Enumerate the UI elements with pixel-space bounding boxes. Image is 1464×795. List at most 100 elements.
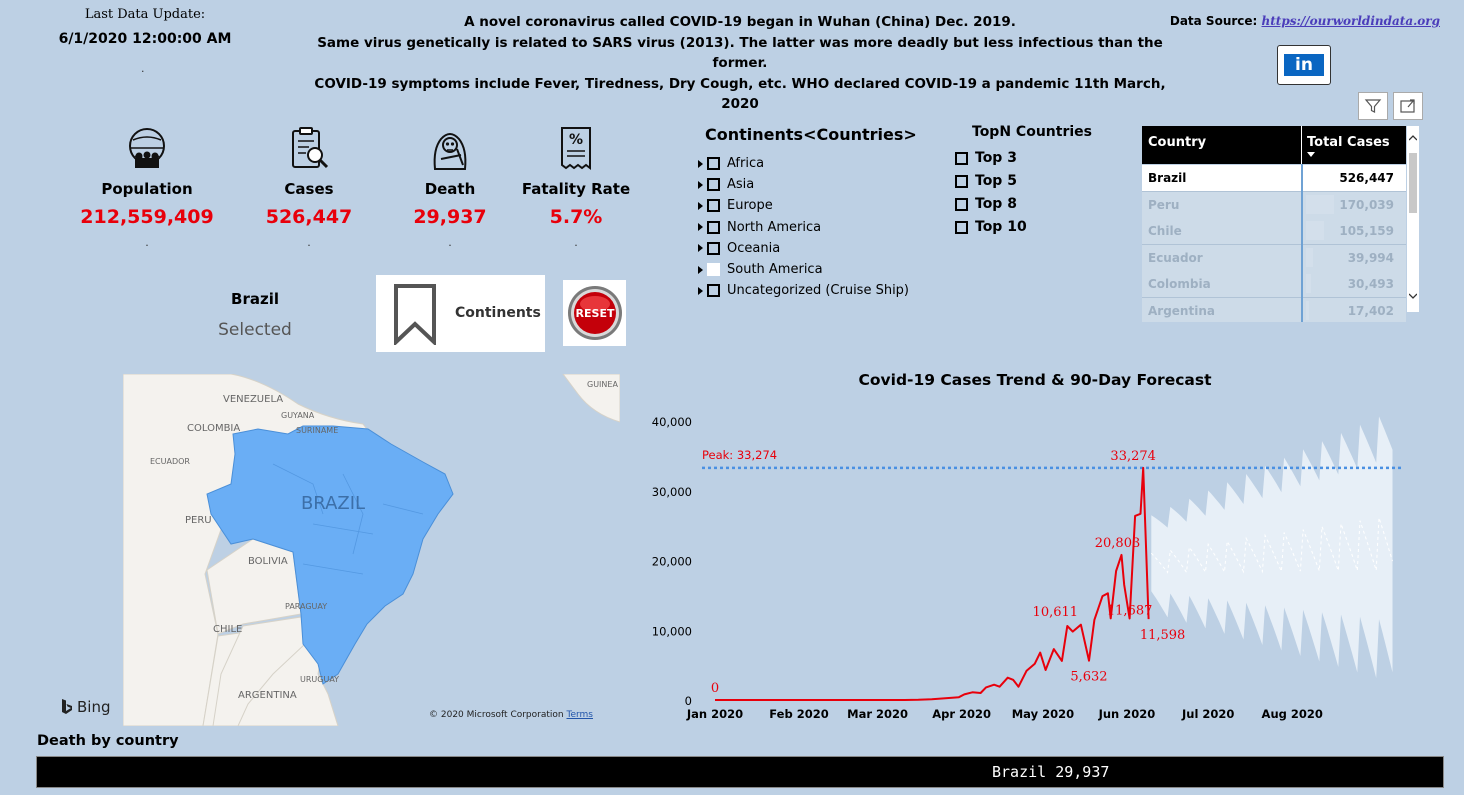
continent-item[interactable]: Oceania (698, 238, 780, 259)
focus-mode-button[interactable] (1393, 92, 1423, 120)
data-bar (1306, 168, 1394, 187)
checkbox[interactable] (707, 199, 720, 213)
topn-item[interactable]: Top 5 (955, 173, 1017, 189)
table-header-total-cases[interactable]: Total Cases (1307, 135, 1390, 150)
kpi-fatality-label: Fatality Rate (521, 180, 631, 198)
table-row[interactable]: Peru 170,039 (1142, 191, 1406, 219)
checkbox[interactable] (955, 197, 968, 211)
data-source-label: Data Source: (1169, 14, 1258, 28)
expand-icon[interactable] (698, 159, 703, 168)
map-copyright-text: © 2020 Microsoft Corporation (429, 710, 564, 720)
table-row[interactable]: Chile 105,159 (1142, 218, 1406, 246)
scroll-up-icon[interactable] (1409, 135, 1417, 141)
checkbox[interactable] (955, 220, 968, 234)
continent-label: Uncategorized (Cruise Ship) (727, 283, 910, 299)
expand-icon[interactable] (698, 223, 703, 232)
kpi-fatality-rate: % Fatality Rate 5.7% . (506, 122, 646, 249)
table-cell-country: Brazil (1148, 171, 1187, 185)
filter-button[interactable] (1358, 92, 1388, 120)
data-label: 20,803 (1095, 536, 1141, 551)
map-label-guyana: GUYANA (281, 411, 315, 420)
forecast-band (1151, 416, 1393, 678)
table-header-country[interactable]: Country (1148, 135, 1207, 150)
table-row[interactable]: Brazil 526,447 (1142, 165, 1406, 192)
map-label-bolivia: BOLIVIA (248, 556, 288, 567)
topn-item[interactable]: Top 3 (955, 150, 1017, 166)
continent-item[interactable]: Uncategorized (Cruise Ship) (698, 280, 909, 301)
map-terms-link[interactable]: Terms (566, 710, 593, 720)
table-row[interactable]: Ecuador 39,994 (1142, 244, 1406, 272)
map-label-colombia: COLOMBIA (187, 423, 240, 434)
topn-label: Top 5 (975, 173, 1017, 189)
topn-item[interactable]: Top 8 (955, 196, 1017, 212)
table-scrollbar[interactable] (1407, 126, 1419, 312)
reset-button[interactable]: RESET (563, 280, 626, 346)
table-cell-cases: 39,994 (1347, 250, 1394, 265)
scroll-down-icon[interactable] (1409, 293, 1417, 299)
table-row[interactable]: Colombia 30,493 (1142, 271, 1406, 299)
expand-icon[interactable] (698, 201, 703, 210)
checkbox[interactable] (707, 241, 720, 255)
map-label-ecuador: ECUADOR (150, 457, 190, 466)
scrollbar-thumb[interactable] (1409, 153, 1417, 213)
linkedin-button[interactable]: in (1277, 45, 1331, 85)
checkbox[interactable] (707, 284, 720, 298)
kpi-population-value: 212,559,409 (80, 206, 214, 228)
table-cell-cases: 17,402 (1347, 304, 1394, 318)
checkbox[interactable] (707, 157, 720, 170)
continent-item[interactable]: Africa (698, 153, 764, 174)
filter-icon (1364, 99, 1382, 113)
bing-icon (62, 699, 72, 714)
table-row[interactable]: Argentina 17,402 (1142, 298, 1406, 322)
table-cell-cases: 105,159 (1339, 224, 1394, 239)
selected-label: Selected (218, 320, 292, 340)
focus-mode-icon (1400, 99, 1415, 113)
checkbox[interactable] (955, 151, 968, 165)
data-source-link[interactable]: https://ourworldindata.org (1261, 14, 1440, 28)
kpi-population-label: Population (101, 180, 193, 198)
checkbox[interactable] (707, 178, 720, 192)
death-bar-label: Brazil 29,937 (992, 763, 1110, 781)
checkbox[interactable] (955, 174, 968, 188)
checkbox[interactable] (707, 220, 720, 234)
checkbox[interactable] (707, 263, 720, 276)
data-source: Data Source: https://ourworldindata.org (1120, 14, 1440, 28)
bookmark-icon (394, 284, 436, 345)
continent-item[interactable]: South America (698, 259, 823, 280)
x-tick-label: Jan 2020 (686, 707, 743, 721)
table-cell-country: Chile (1148, 224, 1182, 239)
death-by-country-bar[interactable]: Brazil 29,937 (36, 756, 1444, 788)
population-icon (77, 122, 217, 174)
map-canvas: BRAZIL VENEZUELA GUYANA SURINAME COLOMBI… (123, 374, 620, 726)
continent-item[interactable]: Europe (698, 195, 773, 216)
death-by-country-title: Death by country (37, 733, 179, 749)
data-label: 11,687 (1107, 603, 1153, 618)
expand-icon[interactable] (698, 180, 703, 189)
continents-bookmark-button[interactable]: Continents (376, 275, 545, 352)
continent-item[interactable]: Asia (698, 174, 754, 195)
x-tick-label: Aug 2020 (1262, 707, 1323, 721)
topn-label: Top 10 (975, 219, 1027, 235)
expand-icon[interactable] (698, 286, 703, 295)
kpi-fatality-value: 5.7% (549, 206, 603, 228)
y-tick-label: 0 (685, 694, 692, 708)
data-bar (1306, 221, 1324, 241)
continent-item[interactable]: North America (698, 217, 821, 238)
expand-icon[interactable] (698, 244, 703, 253)
sort-desc-icon (1307, 152, 1315, 157)
data-label: 33,274 (1110, 449, 1156, 464)
death-skull-icon (380, 122, 520, 174)
cases-clipboard-icon (239, 122, 379, 174)
expand-icon[interactable] (698, 265, 703, 274)
topn-item[interactable]: Top 10 (955, 219, 1027, 235)
data-bar (1306, 301, 1309, 320)
kpi-cases-dot: . (307, 236, 311, 249)
map-label-venezuela: VENEZUELA (223, 394, 283, 405)
data-bar (1306, 194, 1335, 214)
table-cell-country: Ecuador (1148, 250, 1203, 265)
x-tick-label: Jul 2020 (1181, 707, 1234, 721)
cases-trend-chart[interactable]: 0 10,000 20,000 30,000 40,000 Jan 2020 Feb 202… (640, 395, 1420, 725)
country-map[interactable]: BRAZIL VENEZUELA GUYANA SURINAME COLOMBI… (123, 374, 620, 726)
kpi-fatality-dot: . (574, 236, 578, 249)
continent-label: Africa (727, 156, 765, 171)
